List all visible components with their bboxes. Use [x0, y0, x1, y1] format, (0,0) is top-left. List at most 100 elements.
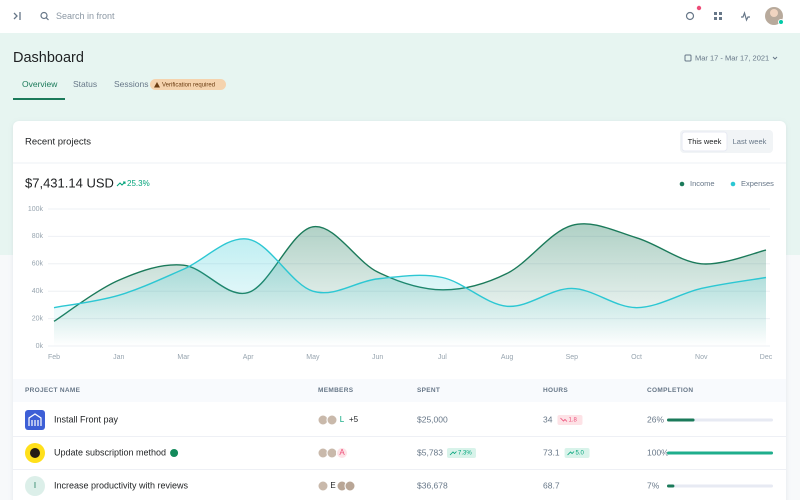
x-tick-label: Mar [177, 354, 190, 361]
notifications[interactable] [685, 11, 695, 21]
sidebar-toggle[interactable] [13, 12, 21, 20]
tab-underline [13, 98, 65, 100]
legend-swatch [679, 181, 685, 187]
hours: 34 [543, 414, 553, 424]
badge-text: Verification required [162, 83, 215, 89]
warning-icon [154, 82, 160, 88]
y-tick-label: 40k [32, 288, 44, 295]
member-initial: L [340, 415, 345, 424]
calendar-icon [684, 54, 692, 62]
date-range[interactable]: Mar 17 - Mar 17, 2021 [695, 53, 769, 62]
table-header [13, 379, 786, 402]
tab[interactable]: Status [73, 79, 97, 89]
x-tick-label: Nov [695, 354, 708, 361]
y-tick-label: 60k [32, 261, 44, 268]
column-header: HOURS [543, 387, 568, 394]
x-tick-label: Feb [48, 354, 60, 361]
member-avatar [344, 480, 356, 492]
spent: $5,783 [417, 447, 443, 457]
x-tick-label: Aug [501, 354, 514, 361]
search-icon [45, 17, 49, 21]
member-avatar [326, 414, 338, 426]
progress-bar [667, 418, 695, 422]
change-value: 1.8 [568, 418, 577, 424]
project-logo [28, 413, 42, 426]
x-tick-label: Apr [243, 354, 255, 361]
change-value: 5.0 [576, 451, 585, 457]
y-tick-label: 80k [32, 233, 44, 240]
spent: $36,678 [417, 480, 448, 490]
trend-icon [567, 451, 575, 456]
project-logo [30, 448, 40, 458]
tab[interactable]: Sessions [114, 79, 149, 89]
badge [150, 79, 226, 90]
member-initial: A [339, 448, 345, 457]
activity[interactable] [741, 11, 750, 22]
column-header: MEMBERS [318, 387, 354, 394]
spent: $25,000 [417, 414, 448, 424]
completion-label: 100% [647, 447, 669, 457]
x-tick-label: May [306, 354, 320, 361]
change-badge [447, 448, 476, 458]
card-title: Recent projects [25, 137, 91, 148]
project-name[interactable]: Increase productivity with reviews [54, 480, 189, 490]
table: PROJECT NAME MEMBERS SPENT HOURS COMPLETION I… [13, 387, 786, 496]
notification-dot [696, 5, 702, 11]
column-header: PROJECT NAME [25, 387, 81, 394]
line [53, 238, 767, 309]
member-avatar [317, 480, 329, 492]
project-icon [25, 476, 45, 496]
x-tick-label: Jun [372, 354, 383, 361]
change-badge [564, 448, 590, 458]
avatar-face [770, 9, 778, 17]
verified-icon [170, 449, 179, 457]
completion-label: 26% [647, 414, 664, 424]
member-avatar [336, 447, 348, 459]
progress-bar [667, 451, 773, 455]
hours: 68.7 [543, 480, 560, 490]
search-input[interactable]: Search in front [56, 11, 115, 21]
status-dot [778, 19, 784, 25]
y-tick-label: 100k [28, 206, 44, 213]
topbar [0, 0, 800, 33]
page-title: Dashboard [13, 50, 84, 66]
area [54, 238, 766, 346]
project-initial: I [34, 481, 36, 490]
y-tick-label: 0k [36, 343, 44, 350]
progress-track [667, 484, 773, 488]
project-name[interactable]: Install Front pay [54, 414, 119, 424]
member-initial: E [330, 481, 335, 490]
completion-label: 7% [647, 480, 660, 490]
legend-label: Income [690, 179, 715, 188]
tab[interactable]: Overview [22, 79, 58, 89]
legend-swatch [730, 181, 736, 187]
hours: 73.1 [543, 447, 560, 457]
toggle-option[interactable]: This week [688, 137, 722, 146]
trend-icon [560, 417, 568, 422]
total-change: 25.3% [127, 179, 150, 188]
x-tick-label: Sep [566, 354, 579, 361]
toggle-option[interactable]: Last week [733, 137, 767, 146]
progress-bar [667, 484, 675, 488]
legend-label: Expenses [741, 179, 774, 188]
project-name[interactable]: Update subscription method [54, 447, 166, 457]
trend-icon [449, 451, 457, 456]
change-value: 7.3% [458, 451, 472, 457]
apps[interactable] [714, 12, 722, 20]
total: $7,431.14 USD [25, 175, 114, 190]
toggle-active [681, 131, 728, 152]
x-tick-label: Dec [760, 354, 773, 361]
chart: 0k 20k 40k 60k 80k 100k Feb Jan Mar Apr May Jun Jul A… [28, 179, 774, 361]
x-tick-label: Jul [438, 354, 447, 361]
change-badge [557, 415, 583, 425]
member-avatar [326, 447, 338, 459]
caret [772, 56, 778, 60]
x-tick-label: Oct [631, 354, 642, 361]
trend-icon [116, 181, 126, 187]
search-icon [40, 11, 48, 20]
y-tick-label: 20k [32, 315, 44, 322]
member-more: +5 [349, 415, 359, 424]
column-header: COMPLETION [647, 387, 693, 394]
column-header: SPENT [417, 387, 440, 394]
